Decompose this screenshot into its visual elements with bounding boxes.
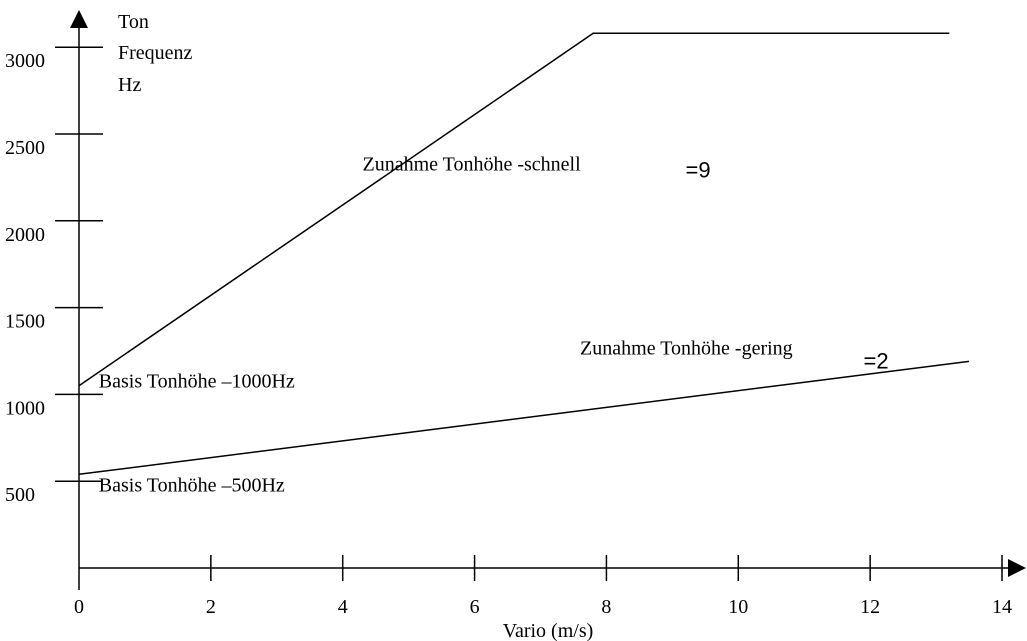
- axes: [70, 10, 1026, 590]
- x-tick-label: 12: [860, 596, 880, 618]
- annotation-label: Basis Tonhöhe –500Hz: [99, 475, 285, 497]
- y-tick-label: 3000: [5, 50, 45, 72]
- y-axis-label-line: Frequenz: [118, 42, 193, 64]
- ticks: 0 2 4 6 8 10 12 14 500 1000 1500 2000 2500 3000: [5, 46, 1012, 618]
- y-axis-label-line: Ton: [118, 11, 149, 33]
- x-tick-label: 8: [601, 596, 611, 618]
- labels: Vario (m/s) Ton Frequenz Hz: [118, 11, 593, 641]
- annotation-label: Zunahme Tonhöhe -gering: [580, 337, 793, 359]
- y-tick-label: 1500: [5, 311, 45, 333]
- annotation-value: =9: [686, 157, 711, 182]
- y-tick-label: 1000: [5, 397, 45, 419]
- x-axis-label: Vario (m/s): [503, 620, 594, 641]
- y-tick-label: 2000: [5, 224, 45, 246]
- x-axis-arrow: [1008, 559, 1026, 577]
- x-tick-label: 2: [206, 596, 216, 618]
- annotation-label: Zunahme Tonhöhe -schnell: [362, 153, 581, 175]
- y-axis-label-line: Hz: [118, 74, 141, 96]
- y-axis-arrow: [70, 10, 88, 28]
- series-line: [78, 360, 970, 476]
- x-tick-label: 10: [728, 596, 748, 618]
- x-tick-label: 14: [992, 596, 1012, 618]
- annotation-label: Basis Tonhöhe –1000Hz: [99, 370, 295, 392]
- x-tick-label: 0: [74, 596, 84, 618]
- y-tick-label: 2500: [5, 137, 45, 159]
- x-tick-label: 4: [338, 596, 348, 618]
- series-line: [78, 32, 950, 387]
- series: [78, 32, 970, 476]
- y-tick-label: 500: [5, 484, 35, 506]
- x-tick-label: 6: [470, 596, 480, 618]
- annotation-value: =2: [864, 348, 889, 373]
- annotations: Zunahme Tonhöhe -schnell =9 Zunahme Tonhöh…: [99, 153, 889, 496]
